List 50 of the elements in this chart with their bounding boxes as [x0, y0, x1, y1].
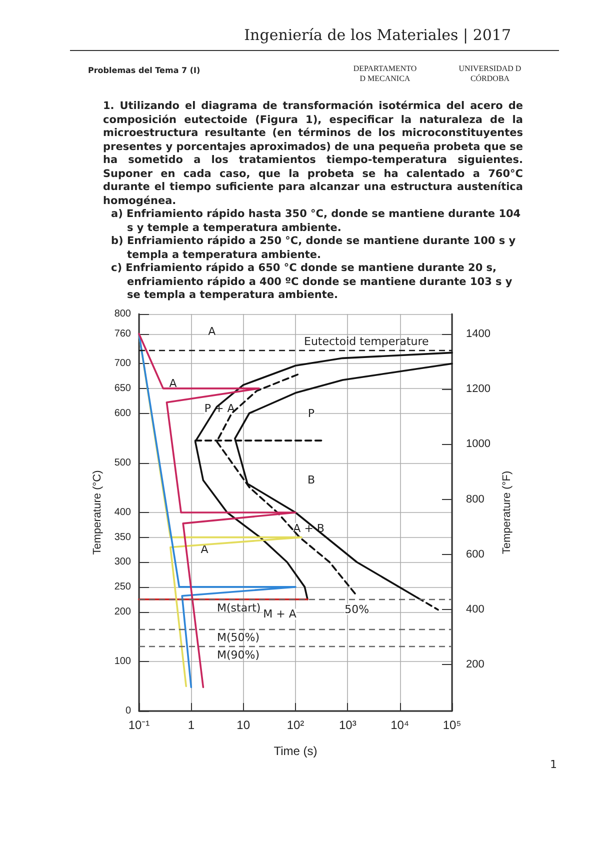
text: 1. Utilizando el diagrama de transformación isotérmica del acero de composición eutectoide (Figura 1), especificar la naturaleza de la microestructura resultante (en términos de los microconstituyentes presentes y porcentajes aproximados) de una pequeña probeta que se ha sometido a los tratamientos tiempo-temperatura siguientes. Suponer en cada caso, que la probeta se ha calentado a 760°C durante el tiempo suficiente para alcanzar una estructura austenítica homogénea. [103, 100, 523, 208]
annotation: A [200, 543, 209, 556]
text: c) Enfriamiento rápido a 650 °C donde se mantiene durante 20 s, enfriamiento rápido a 400 ºC donde se mantiene durante 103 s y se templa a temperatura ambiente. [110, 262, 514, 302]
y-tick-label: 300 [114, 556, 132, 568]
y2-tick-label: 1400 [466, 328, 490, 340]
ref-line-label: Eutectoid temperature [304, 335, 430, 348]
y-tick-label: 200 [114, 606, 132, 618]
y2-tick-label: 1000 [466, 438, 490, 450]
text: DEPARTAMENTO D MECANICA [352, 64, 418, 84]
y-tick-label: 400 [114, 507, 132, 518]
x-tick-label: 10⁴ [390, 718, 410, 732]
ref-line-label: M(start) [217, 601, 261, 614]
x-tick-label: 10³ [338, 718, 356, 732]
y-tick-label: 0 [125, 706, 132, 716]
annotation: B [307, 474, 315, 487]
chart-title: Ingeniería de los Materiales | 2017 [244, 26, 511, 44]
y2-tick-label: 800 [466, 493, 484, 506]
y-tick-label: 100 [114, 656, 132, 667]
y-tick-label: 760 [114, 328, 132, 340]
text: 1 [550, 758, 557, 771]
y2-axis-title: Temperature (°F) [500, 470, 513, 554]
y2-tick-label: 200 [466, 658, 484, 671]
ref-line-label: M(50%) [217, 631, 260, 644]
annotation: A [208, 324, 216, 338]
y-tick-label: 500 [114, 457, 132, 468]
x-axis-title: Time (s) [274, 744, 318, 758]
x-tick-label: 10⁻¹ [128, 718, 150, 732]
text: UNIVERSIDAD D CÓRDOBA [458, 64, 522, 84]
x-tick-label: 10 [236, 718, 250, 732]
annotation: M + A [263, 608, 297, 621]
y-axis-title: Temperature (°C) [92, 470, 104, 555]
y2-tick-label: 1200 [466, 382, 490, 395]
text: a) Enfriamiento rápido hasta 350 °C, donde se mantiene durante 104 s y temple a temperatura ambiente. [110, 208, 522, 235]
ref-line-label: M(90%) [217, 648, 260, 662]
y-tick-label: 250 [114, 581, 132, 592]
x-tick-label: 10² [286, 718, 304, 732]
y-tick-label: 600 [114, 408, 132, 419]
y-tick-label: 650 [114, 382, 132, 394]
annotation: P [308, 406, 315, 420]
y-tick-label: 350 [114, 532, 132, 543]
annotation: A [169, 376, 178, 390]
annotation: 50% [344, 602, 370, 616]
y-tick-label: 800 [114, 308, 132, 320]
x-tick-label: 1 [188, 718, 195, 732]
x-tick-label: 10⁵ [442, 718, 462, 732]
y2-tick-label: 600 [466, 548, 484, 560]
y2-tick-label: 400 [466, 604, 484, 616]
chart-subtitle: Problemas del Tema 7 (I) [88, 66, 200, 75]
y-tick-label: 700 [114, 358, 132, 370]
text: b) Enfriamiento rápido a 250 °C, donde se mantiene durante 100 s y templa a temperatura ambiente. [110, 235, 517, 262]
